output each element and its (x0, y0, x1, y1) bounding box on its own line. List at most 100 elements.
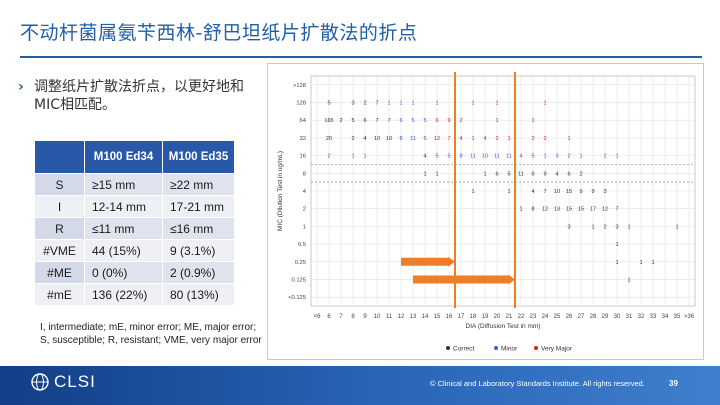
data-count: 1 (567, 136, 570, 142)
data-count: 1 (639, 260, 642, 266)
x-tick-label: 24 (542, 314, 549, 320)
data-count: 6 (435, 118, 438, 124)
data-count: 1 (471, 136, 474, 142)
cell-ed35: ≤16 mm (162, 217, 235, 240)
data-count: 5 (423, 136, 426, 142)
data-count: 5 (351, 118, 354, 124)
table-header-row: M100 Ed34 M100 Ed35 (34, 140, 235, 174)
data-count: 15 (566, 189, 572, 195)
y-axis-label: MIC (Dilution Test in ug/mL) (277, 151, 284, 231)
data-count: 7 (375, 118, 378, 124)
x-tick-label: 26 (566, 314, 573, 320)
data-count: 1 (615, 242, 618, 248)
data-count: 8 (459, 154, 462, 160)
y-tick-label: 16 (300, 154, 306, 160)
data-count: 7 (615, 207, 618, 213)
x-tick-label: 31 (626, 314, 633, 320)
data-count: 1 (351, 154, 354, 160)
data-count: 1 (519, 207, 522, 213)
x-tick-label: 7 (339, 314, 343, 320)
data-count: 15 (578, 207, 584, 213)
data-count: 3 (567, 224, 570, 230)
x-tick-label: 15 (434, 314, 441, 320)
slide-title: 不动杆菌属氨苄西林-舒巴坦纸片扩散法的折点 (20, 22, 418, 44)
arrow-right-icon (413, 274, 515, 285)
data-count: 7 (387, 118, 390, 124)
data-count: 165 (324, 118, 333, 124)
data-count: 12 (434, 136, 440, 142)
x-tick-label: 32 (638, 314, 645, 320)
y-tick-label: 4 (303, 189, 307, 195)
cell-ed35: 80 (13%) (162, 283, 235, 306)
data-count: 6 (363, 118, 366, 124)
legend-marker (494, 346, 498, 350)
data-count: 1 (591, 224, 594, 230)
table-row: #mE 136 (22%) 80 (13%) (34, 283, 235, 306)
data-count: 4 (423, 154, 426, 160)
data-count: 1 (495, 101, 498, 107)
cell-ed34: 12-14 mm (84, 195, 163, 218)
cell-ed34: 0 (0%) (84, 261, 163, 284)
data-count: 8 (399, 136, 402, 142)
cell-ed34: ≤11 mm (84, 217, 163, 240)
data-count: 11 (494, 154, 500, 160)
y-tick-label: 128 (296, 101, 306, 107)
x-tick-label: 11 (386, 314, 393, 320)
data-count: 1 (435, 171, 438, 177)
data-count: 5 (327, 101, 330, 107)
data-count: 2 (495, 136, 498, 142)
data-count: 2 (339, 118, 342, 124)
data-count: 1 (651, 260, 654, 266)
table-row: #VME 44 (15%) 9 (3.1%) (34, 239, 235, 262)
data-count: 6 (399, 118, 402, 124)
data-count: 13 (554, 207, 560, 213)
data-count: 7 (375, 101, 378, 107)
data-count: 1 (543, 154, 546, 160)
data-count: 3 (615, 224, 618, 230)
data-count: 3 (555, 154, 558, 160)
data-count: 3 (351, 101, 354, 107)
x-tick-label: 28 (590, 314, 597, 320)
data-count: 5 (531, 154, 534, 160)
x-tick-label: 30 (614, 314, 621, 320)
table-header-blank (34, 140, 85, 174)
data-count: 11 (506, 154, 512, 160)
y-tick-label: 0.25 (295, 260, 306, 266)
legend-marker (534, 346, 538, 350)
data-count: 11 (518, 171, 524, 177)
data-count: 17 (590, 207, 596, 213)
clsi-logo: CLSI (30, 372, 96, 392)
data-count: 12 (542, 207, 548, 213)
x-tick-label: 19 (482, 314, 489, 320)
data-count: 1 (507, 189, 510, 195)
legend-label: Minor (501, 346, 518, 353)
data-count: 10 (374, 136, 380, 142)
cell-ed34: 44 (15%) (84, 239, 163, 262)
data-count: 2 (459, 118, 462, 124)
y-tick-label: 2 (303, 207, 306, 213)
data-count: 1 (627, 277, 630, 283)
data-count: 6 (567, 171, 570, 177)
data-count: 11 (410, 136, 416, 142)
row-label: #ME (34, 261, 85, 284)
x-axis-label: DIA (Diffusion Test in mm) (466, 323, 541, 330)
x-tick-label: 23 (530, 314, 537, 320)
table-row: #ME 0 (0%) 2 (0.9%) (34, 261, 235, 284)
scattergram-panel: <6 6 7 8 9 10 11 12 13 14 15 16 17 18 19 20 21 22 23 24 25 26… (267, 63, 704, 360)
data-count: 5 (447, 154, 450, 160)
data-count: 2 (363, 101, 366, 107)
data-count: 1 (495, 118, 498, 124)
y-tick-label: 1 (303, 224, 306, 230)
data-count: 15 (566, 207, 572, 213)
data-count: 10 (386, 136, 392, 142)
data-count: 4 (459, 136, 462, 142)
data-count: 1 (423, 171, 426, 177)
data-count: 5 (435, 154, 438, 160)
title-divider (20, 56, 702, 58)
y-tick-label: 0.5 (298, 242, 306, 248)
data-count: 1 (507, 136, 510, 142)
x-tick-label: 25 (554, 314, 561, 320)
data-count: 4 (555, 171, 558, 177)
x-tick-label: 27 (578, 314, 585, 320)
y-tick-label: 0.125 (291, 277, 306, 283)
